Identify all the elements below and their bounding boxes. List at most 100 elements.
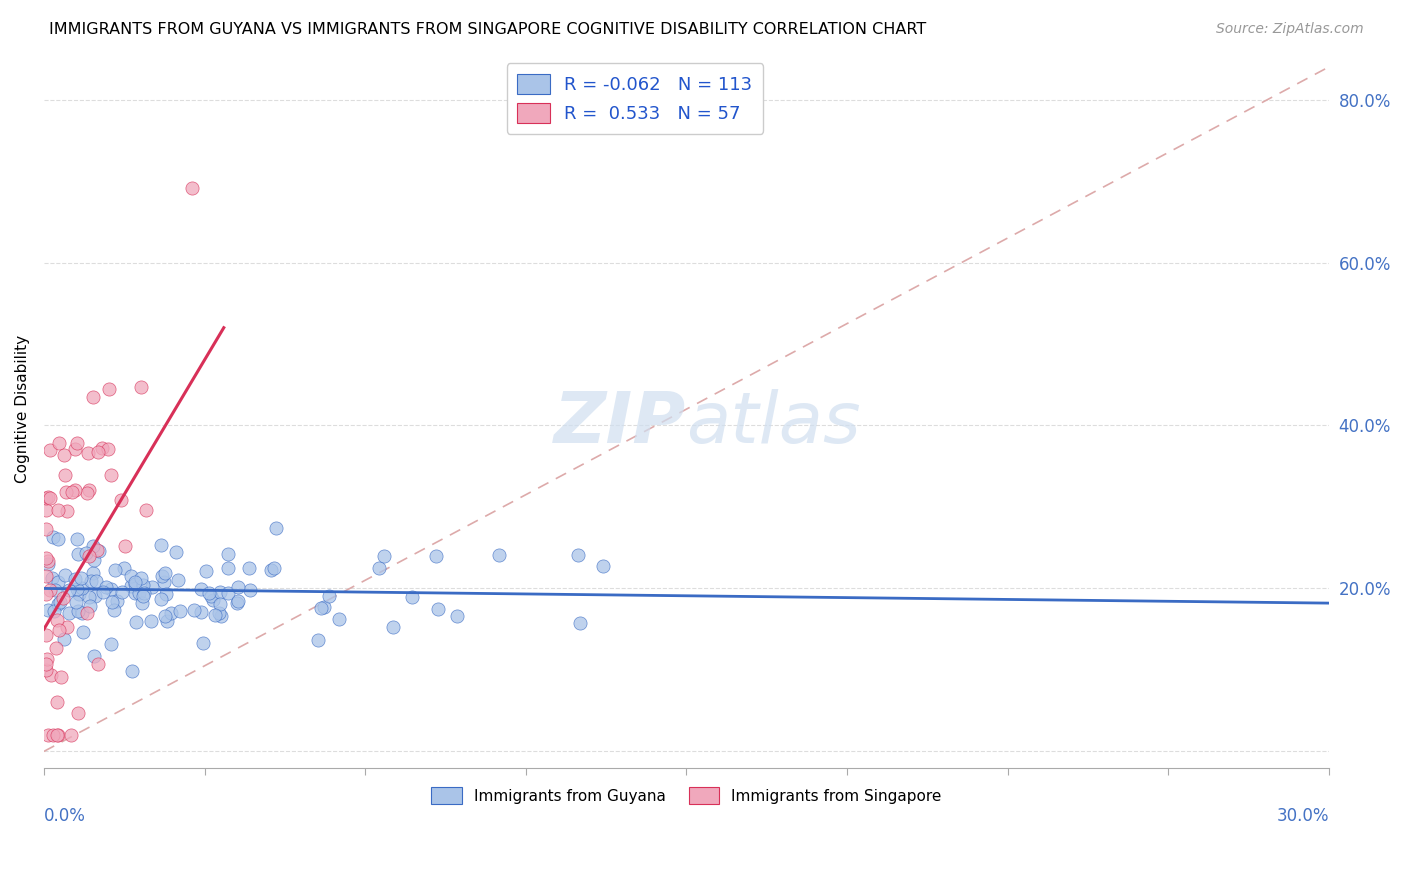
Point [35, 569, 58, 583]
Point [60, 485, 83, 500]
Point [112, 561, 135, 575]
Point [209, 598, 232, 612]
Point [101, 595, 124, 609]
Point [86, 543, 108, 558]
Point [55, 503, 77, 517]
Text: atlas: atlas [686, 389, 860, 458]
Point [217, 547, 239, 561]
Point [48, 597, 70, 611]
Point [79, 599, 101, 613]
Point [82, 390, 104, 404]
Point [45, 613, 67, 627]
Point [427, 602, 450, 616]
Point [35, 586, 58, 600]
Point [239, 583, 262, 598]
Point [191, 635, 214, 649]
Point [124, 574, 146, 589]
Point [153, 608, 176, 623]
Point [135, 503, 157, 517]
Point [328, 612, 350, 626]
Text: Source: ZipAtlas.com: Source: ZipAtlas.com [1216, 22, 1364, 37]
Point [70, 606, 93, 620]
Point [82, 539, 104, 553]
Point [35, 663, 58, 677]
Point [155, 614, 177, 628]
Point [183, 603, 205, 617]
Point [35, 652, 58, 666]
Point [100, 467, 122, 482]
Point [65, 442, 87, 456]
Point [46, 695, 69, 709]
Point [44, 582, 66, 597]
Point [488, 548, 510, 562]
Point [37, 602, 59, 616]
Point [55, 620, 77, 634]
Point [134, 586, 156, 600]
Text: 30.0%: 30.0% [1277, 807, 1329, 825]
Point [131, 597, 153, 611]
Point [48, 623, 70, 637]
Point [373, 549, 395, 563]
Point [97, 442, 120, 457]
Point [87, 543, 110, 558]
Point [76, 606, 98, 620]
Point [149, 538, 172, 552]
Point [120, 579, 142, 593]
Point [39, 491, 62, 506]
Point [160, 606, 183, 620]
Point [91, 585, 114, 599]
Point [131, 380, 153, 394]
Point [65, 483, 87, 497]
Text: IMMIGRANTS FROM GUYANA VS IMMIGRANTS FROM SINGAPORE COGNITIVE DISABILITY CORRELA: IMMIGRANTS FROM GUYANA VS IMMIGRANTS FRO… [49, 22, 927, 37]
Point [114, 539, 136, 553]
Point [190, 582, 212, 596]
Point [204, 608, 226, 623]
Point [77, 446, 100, 460]
Point [69, 571, 91, 585]
Point [107, 594, 129, 608]
Point [592, 559, 614, 574]
Point [218, 560, 240, 574]
Point [124, 615, 146, 629]
Point [100, 582, 122, 596]
Point [84, 590, 107, 604]
Point [264, 521, 287, 535]
Point [318, 589, 340, 603]
Point [180, 181, 202, 195]
Point [150, 568, 173, 582]
Point [67, 706, 90, 720]
Point [155, 587, 177, 601]
Point [139, 614, 162, 628]
Point [150, 592, 173, 607]
Point [141, 580, 163, 594]
Point [37, 728, 59, 742]
Point [208, 584, 231, 599]
Point [129, 572, 152, 586]
Point [42, 728, 65, 742]
Point [307, 633, 329, 648]
Point [120, 568, 142, 582]
Point [37, 557, 59, 571]
Point [98, 382, 121, 396]
Point [91, 442, 114, 456]
Point [58, 606, 80, 620]
Point [225, 597, 247, 611]
Point [263, 560, 285, 574]
Point [39, 668, 62, 682]
Point [77, 549, 100, 564]
Point [63, 572, 86, 586]
Point [124, 577, 146, 591]
Point [51, 591, 73, 605]
Y-axis label: Cognitive Disability: Cognitive Disability [15, 335, 30, 483]
Point [44, 604, 66, 618]
Point [121, 665, 143, 679]
Point [46, 728, 69, 742]
Point [53, 632, 76, 647]
Point [45, 641, 67, 656]
Point [38, 442, 60, 457]
Point [48, 728, 70, 742]
Point [35, 657, 58, 671]
Point [132, 578, 155, 592]
Point [60, 728, 83, 742]
Point [94, 580, 117, 594]
